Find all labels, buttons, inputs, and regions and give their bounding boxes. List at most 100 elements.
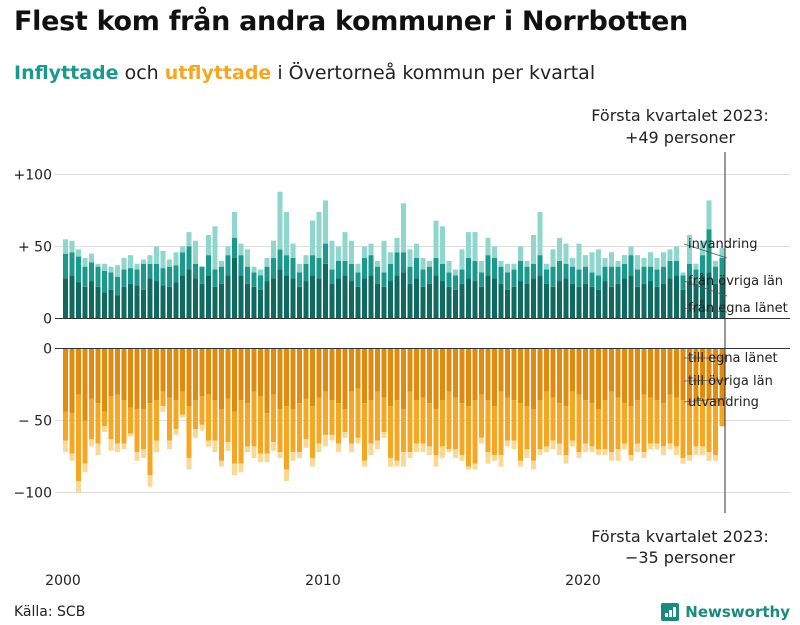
bar-in-immigration xyxy=(576,243,582,270)
bar-out-emigration xyxy=(648,443,653,450)
bar-out-emigration xyxy=(362,460,367,467)
bar-out-other xyxy=(719,406,725,427)
bar-in-immigration xyxy=(388,252,393,264)
bar-in-own xyxy=(297,286,302,319)
bar-out-emigration xyxy=(563,455,569,464)
bar-in-other xyxy=(368,255,374,276)
bar-out-other xyxy=(667,394,673,444)
bar-out-other xyxy=(453,397,458,450)
bar-out-emigration xyxy=(375,440,380,450)
bar-in-other xyxy=(95,266,101,287)
bar-out-emigration xyxy=(524,449,530,458)
bar-in-other xyxy=(589,272,595,287)
bar-out-own xyxy=(290,348,296,409)
bar-out-other xyxy=(687,406,692,456)
bar-out-other xyxy=(284,406,289,470)
bar-in-immigration xyxy=(102,263,107,271)
newsworthy-brand[interactable]: Newsworthy xyxy=(661,603,790,621)
bar-in-other xyxy=(167,266,172,287)
bar-in-immigration xyxy=(82,258,88,267)
bar-in-own xyxy=(498,283,504,319)
bar-out-other xyxy=(173,400,179,430)
bar-out-emigration xyxy=(583,443,588,453)
bar-in-immigration xyxy=(615,260,621,267)
bar-out-own xyxy=(667,348,673,395)
bar-in-own xyxy=(576,286,582,319)
bar-in-other xyxy=(394,252,400,276)
bar-in-other xyxy=(258,275,263,290)
bar-in-own xyxy=(713,283,718,319)
bar-out-other xyxy=(147,403,153,476)
bar-out-own xyxy=(531,348,536,409)
bar-in-own xyxy=(316,278,322,319)
bar-in-immigration xyxy=(310,220,315,256)
bar-in-own xyxy=(563,278,569,319)
bar-in-other xyxy=(427,266,432,284)
bar-in-immigration xyxy=(407,249,413,267)
annotation-bottom-line1: Första kvartalet 2023: xyxy=(591,527,768,546)
bar-out-emigration xyxy=(667,443,673,450)
bar-out-emigration xyxy=(186,457,192,470)
bar-out-emigration xyxy=(199,424,205,431)
bar-out-own xyxy=(108,348,114,397)
bar-in-own xyxy=(225,275,231,319)
bar-out-own xyxy=(537,348,543,401)
bar-in-own xyxy=(154,281,159,319)
bar-out-other xyxy=(388,406,393,458)
bar-in-other xyxy=(349,263,354,282)
bar-in-immigration xyxy=(375,260,380,267)
bar-in-own xyxy=(277,269,283,319)
bar-in-own xyxy=(706,272,712,319)
bar-out-own xyxy=(479,348,484,395)
bar-out-other xyxy=(238,400,244,464)
bar-in-own xyxy=(193,278,198,319)
bar-out-own xyxy=(219,348,224,409)
bar-in-own xyxy=(700,275,705,319)
bar-out-own xyxy=(719,348,725,407)
bar-out-other xyxy=(446,391,452,450)
bar-out-own xyxy=(680,348,686,401)
bar-in-immigration xyxy=(531,234,536,264)
bar-out-own xyxy=(472,348,478,401)
bar-out-own xyxy=(264,348,270,414)
bar-in-own xyxy=(147,278,153,319)
bar-in-immigration xyxy=(160,250,166,269)
bar-out-own xyxy=(329,348,335,401)
bar-out-own xyxy=(570,348,575,392)
bar-out-emigration xyxy=(557,443,562,456)
bar-in-own xyxy=(654,286,660,319)
bar-in-other xyxy=(232,237,237,259)
bar-out-other xyxy=(336,403,341,444)
bar-in-other xyxy=(316,258,322,279)
bar-in-own xyxy=(76,282,81,319)
y-tick-label-bottom: 0 xyxy=(43,342,52,358)
bar-out-emigration xyxy=(635,443,640,453)
bar-out-own xyxy=(316,348,322,398)
bar-in-other xyxy=(245,266,250,284)
bar-in-immigration xyxy=(511,263,517,270)
bar-in-own xyxy=(336,278,341,319)
bar-out-emigration xyxy=(154,440,159,453)
bar-in-own xyxy=(206,275,211,319)
bar-out-emigration xyxy=(609,452,614,461)
bar-out-emigration xyxy=(284,469,289,481)
bar-in-other xyxy=(511,269,517,287)
bar-out-other xyxy=(199,396,205,425)
bar-in-other xyxy=(115,276,120,296)
bar-out-own xyxy=(615,348,621,398)
bar-in-other xyxy=(108,272,114,290)
bar-in-own xyxy=(635,286,640,319)
bar-out-other xyxy=(69,413,75,454)
bar-out-emigration xyxy=(323,434,328,447)
bar-in-own xyxy=(232,258,237,319)
bar-in-immigration xyxy=(69,240,75,253)
bar-in-immigration xyxy=(323,200,328,244)
bar-in-own xyxy=(251,286,257,319)
bar-in-own xyxy=(641,283,647,319)
bar-in-own xyxy=(394,275,400,319)
bar-in-immigration xyxy=(518,246,523,261)
bar-in-immigration xyxy=(557,237,562,261)
bar-out-own xyxy=(245,348,250,404)
bar-in-own xyxy=(212,286,218,319)
bar-out-own xyxy=(622,348,627,404)
